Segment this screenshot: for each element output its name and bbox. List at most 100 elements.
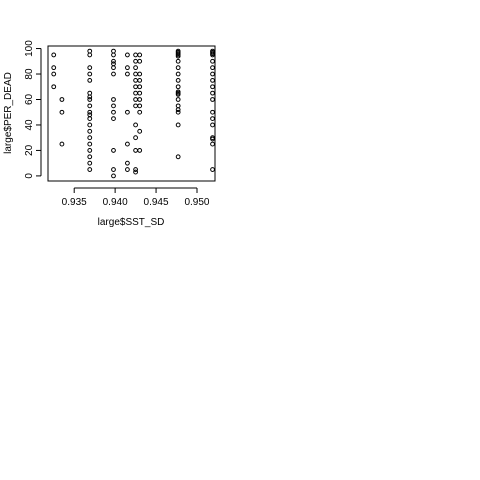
x-tick-label: 0.950 xyxy=(184,197,209,208)
data-point xyxy=(111,173,116,179)
data-point xyxy=(175,103,181,109)
data-point xyxy=(210,141,215,147)
data-point xyxy=(133,58,138,64)
data-point xyxy=(175,71,181,77)
data-point xyxy=(125,167,130,172)
x-axis: 0.935 0.940 0.945 0.950 xyxy=(62,187,210,208)
data-point xyxy=(133,90,138,96)
x-tick-label: 0.935 xyxy=(62,197,87,208)
data-point xyxy=(51,84,57,90)
data-points xyxy=(51,48,215,179)
y-axis: 0 20 40 60 80 100 xyxy=(24,40,42,179)
data-point xyxy=(175,154,181,160)
data-point xyxy=(111,97,116,102)
data-point xyxy=(210,77,215,83)
data-point xyxy=(133,135,138,141)
data-point xyxy=(133,84,138,90)
data-point xyxy=(125,109,130,115)
data-point xyxy=(87,77,93,83)
data-point xyxy=(210,109,215,115)
data-point xyxy=(133,71,138,77)
data-point xyxy=(210,136,215,142)
data-point xyxy=(87,90,93,96)
data-point xyxy=(210,116,215,121)
data-point xyxy=(210,84,215,90)
y-tick-label: 20 xyxy=(24,144,35,156)
data-point xyxy=(175,122,181,128)
data-point xyxy=(87,94,93,100)
data-point xyxy=(175,65,181,71)
data-point xyxy=(51,71,57,77)
data-point xyxy=(51,52,57,58)
data-point xyxy=(111,167,116,172)
data-point xyxy=(59,109,65,115)
data-point xyxy=(111,71,116,77)
data-point xyxy=(137,109,143,115)
data-point xyxy=(111,116,116,121)
data-point xyxy=(210,97,215,102)
y-tick-label: 0 xyxy=(24,173,35,179)
data-point xyxy=(111,58,116,64)
data-point xyxy=(137,148,143,153)
data-point xyxy=(175,107,181,113)
data-point xyxy=(137,71,143,77)
data-point xyxy=(87,48,93,54)
data-point xyxy=(137,77,143,83)
data-point xyxy=(87,154,93,160)
data-point xyxy=(125,160,130,166)
data-point xyxy=(175,84,181,90)
data-point xyxy=(111,65,116,71)
data-point xyxy=(133,167,138,172)
data-point xyxy=(210,65,215,71)
data-point xyxy=(137,128,143,134)
data-point xyxy=(125,141,130,147)
data-point xyxy=(125,52,130,58)
data-point xyxy=(87,148,93,153)
data-point xyxy=(137,90,143,96)
data-point xyxy=(210,167,215,172)
data-point xyxy=(137,103,143,109)
data-point xyxy=(87,52,93,58)
data-point xyxy=(175,58,181,64)
data-point xyxy=(210,58,215,64)
data-point xyxy=(87,128,93,134)
data-point xyxy=(133,77,138,83)
y-tick-label: 60 xyxy=(24,93,35,105)
data-point xyxy=(210,90,215,96)
data-point xyxy=(87,112,93,118)
data-point xyxy=(210,52,215,58)
y-axis-label: large$PER_DEAD xyxy=(3,72,14,154)
data-point xyxy=(87,65,93,71)
data-point xyxy=(133,103,138,109)
data-point xyxy=(137,52,143,58)
data-point xyxy=(175,53,181,59)
data-point xyxy=(125,65,130,71)
plot-frame xyxy=(47,45,216,182)
data-point xyxy=(125,71,130,77)
data-point xyxy=(87,97,93,102)
data-point xyxy=(59,97,65,102)
data-point xyxy=(133,169,138,175)
data-point xyxy=(51,65,57,71)
data-point xyxy=(111,103,116,109)
data-point xyxy=(87,167,93,172)
y-tick-label: 40 xyxy=(24,119,35,131)
y-tick-label: 100 xyxy=(24,40,35,57)
data-point xyxy=(87,109,93,115)
data-point xyxy=(175,91,181,97)
data-point xyxy=(111,52,116,58)
data-point xyxy=(137,97,143,102)
data-point xyxy=(137,84,143,90)
data-point xyxy=(87,71,93,77)
x-tick-label: 0.940 xyxy=(103,197,128,208)
data-point xyxy=(111,48,116,54)
data-point xyxy=(111,109,116,115)
data-point xyxy=(111,61,116,67)
data-point xyxy=(87,122,93,128)
data-point xyxy=(87,135,93,141)
data-point xyxy=(133,65,138,71)
data-point xyxy=(133,148,138,153)
data-point xyxy=(87,160,93,166)
x-tick-label: 0.945 xyxy=(144,197,169,208)
